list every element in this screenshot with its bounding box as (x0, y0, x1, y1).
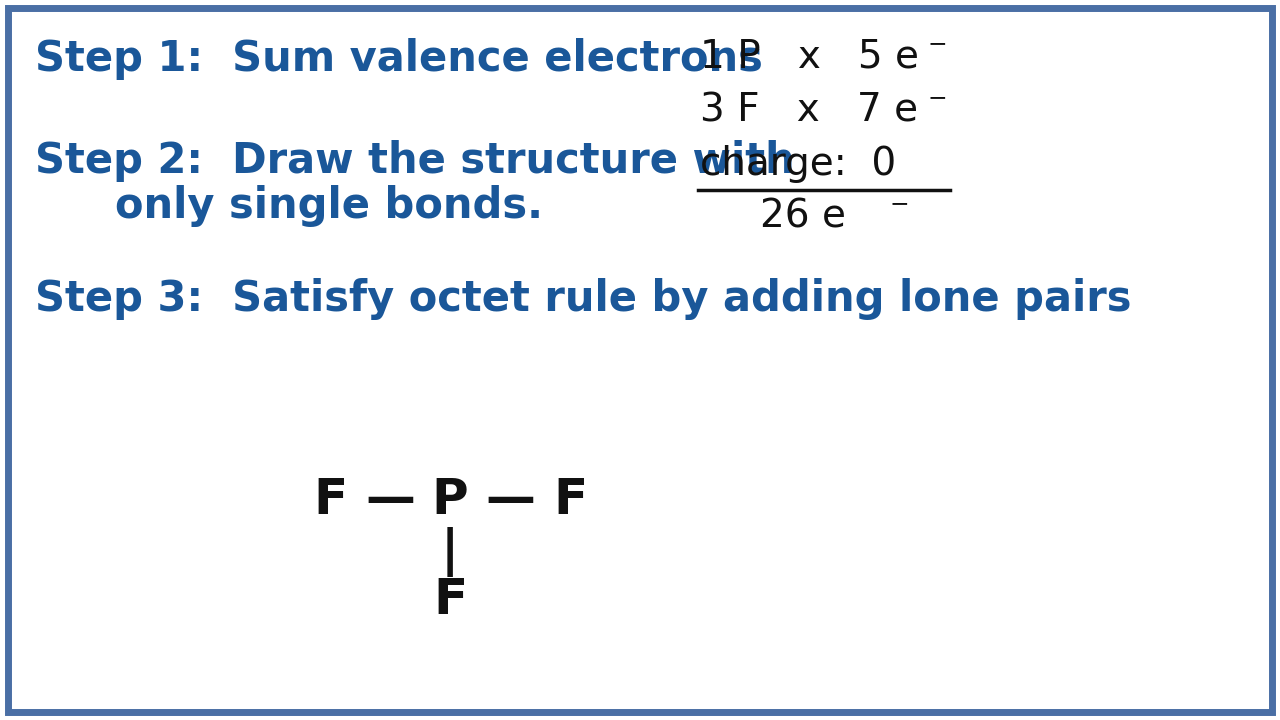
Text: −: − (928, 86, 947, 109)
Text: charge:  0: charge: 0 (700, 145, 896, 183)
Text: only single bonds.: only single bonds. (115, 185, 543, 227)
Text: −: − (890, 192, 910, 215)
Text: 26 e: 26 e (760, 198, 846, 236)
Text: |: | (440, 527, 460, 577)
Text: Step 3:  Satisfy octet rule by adding lone pairs: Step 3: Satisfy octet rule by adding lon… (35, 278, 1132, 320)
Text: F: F (433, 576, 467, 624)
Text: Step 2:  Draw the structure with: Step 2: Draw the structure with (35, 140, 795, 182)
Text: —: — (485, 476, 535, 524)
Text: Step 1:  Sum valence electrons: Step 1: Sum valence electrons (35, 38, 763, 80)
Text: 1 P   x   5 e: 1 P x 5 e (700, 38, 919, 76)
Text: F: F (553, 476, 588, 524)
Text: F: F (312, 476, 347, 524)
Text: 3 F   x   7 e: 3 F x 7 e (700, 92, 918, 130)
Text: P: P (431, 476, 468, 524)
Text: −: − (928, 32, 947, 55)
Text: —: — (365, 476, 415, 524)
